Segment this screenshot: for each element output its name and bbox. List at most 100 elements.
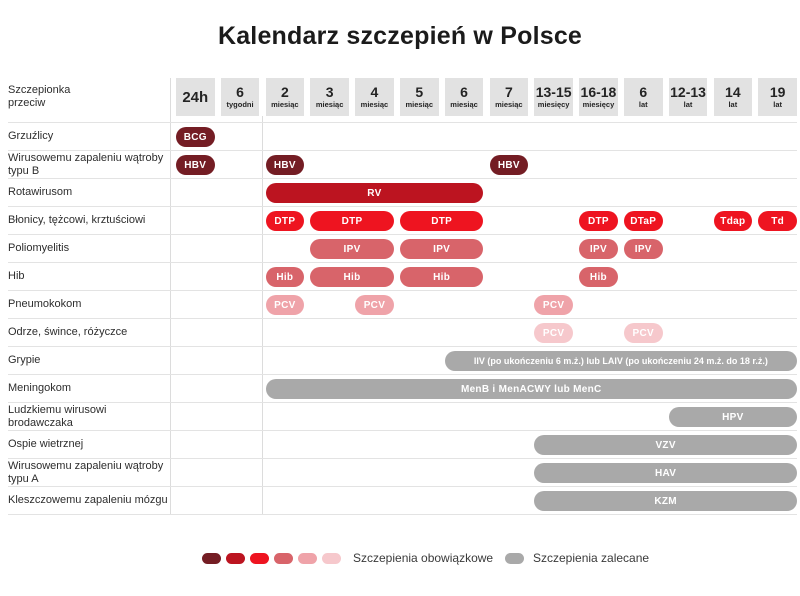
column-header-unit: miesiąc: [315, 100, 344, 109]
vaccine-chip-KZM: KZM: [534, 491, 797, 511]
vaccine-row: Wirusowemu zapaleniu wątroby typu A HAV: [8, 458, 797, 486]
vaccine-row: Ludzkiemu wirusowi brodawczaka HPV: [8, 402, 797, 430]
vaccine-row-label: Kleszczowemu zapaleniu mózgu: [8, 494, 168, 506]
vaccine-chip-HBV: HBV: [176, 155, 215, 175]
column-header-value: 5: [415, 84, 424, 100]
vaccine-chip-DTP: DTP: [265, 211, 305, 231]
vaccine-chip-Td: Td: [758, 211, 797, 231]
legend-swatch-s1: [202, 552, 221, 564]
legend-swatch-s6: [322, 552, 341, 564]
vaccine-row: Odrze, śwince, różyczce PCV PCV: [8, 318, 797, 346]
vaccine-row-label: Ludzkiemu wirusowi brodawczaka: [8, 403, 107, 429]
column-header-13-15-miesięcy: 13-15 miesięcy: [534, 78, 573, 116]
vaccine-chip-Hib: Hib: [310, 267, 394, 287]
column-header-unit: tygodni: [226, 100, 254, 109]
column-header-unit: miesięcy: [582, 100, 615, 109]
column-header-value: 6: [460, 84, 468, 100]
vaccine-row-label: Błonicy, tężcowi, krztuściowi: [8, 214, 146, 226]
vaccine-chip-HBV: HBV: [489, 155, 529, 175]
column-header-unit: miesiąc: [271, 100, 299, 109]
column-header-unit: miesiąc: [360, 100, 389, 109]
corner-label: Szczepionka przeciw: [8, 84, 70, 110]
legend-swatch-s2: [226, 552, 245, 564]
column-header-unit: miesięcy: [537, 100, 570, 109]
column-header-value: 13-15: [535, 84, 572, 100]
column-header-unit: lat: [728, 100, 738, 109]
column-header-value: 3: [325, 84, 334, 100]
column-header-5-miesiąc: 5 miesiąc: [400, 78, 439, 116]
corner-label-line1: Szczepionka: [8, 84, 71, 96]
vaccine-chip-IIV: IIV (po ukończeniu 6 m.ż.) lub LAIV (po …: [444, 351, 797, 371]
vaccine-chip-DTaP: DTaP: [624, 211, 663, 231]
vaccine-row-label: Ospie wietrznej: [8, 438, 84, 450]
column-header-value: 4: [370, 84, 379, 100]
vaccine-row-label: Meningokom: [8, 382, 71, 394]
vaccine-chip-HBV: HBV: [265, 155, 305, 175]
vaccine-row: Błonicy, tężcowi, krztuściowi DTP DTP DTP DT…: [8, 206, 797, 234]
vaccine-row-label: Grzuźlicy: [8, 130, 54, 142]
vaccine-chip-VZV: VZV: [534, 435, 797, 455]
vaccine-chip-PCV: PCV: [265, 295, 305, 315]
column-header-6-lat: 6 lat: [624, 78, 663, 116]
vaccine-chip-Hib: Hib: [265, 267, 305, 287]
column-header-value: 6: [236, 84, 244, 100]
vaccine-row-label: Grypie: [8, 354, 41, 366]
vaccine-row: Pneumokokom PCV PCV PCV: [8, 290, 797, 318]
vaccine-row-label: Odrze, śwince, różyczce: [8, 326, 128, 338]
vaccine-chip-IPV: IPV: [624, 239, 663, 259]
weeks-months-divider: [262, 116, 263, 514]
column-header-unit: lat: [773, 100, 783, 109]
column-header-6-tygodni: 6 tygodni: [220, 78, 260, 116]
vaccine-row: Grzuźlicy BCG: [8, 122, 797, 150]
column-header-value: 6: [639, 84, 648, 100]
column-header-value: 19: [769, 84, 786, 100]
schedule-rows: Grzuźlicy BCG Wirusowemu zapaleniu wątroby…: [8, 122, 797, 515]
legend-swatch-s3: [250, 552, 269, 564]
vaccine-row: Ospie wietrznej VZV: [8, 430, 797, 458]
column-header-unit: lat: [638, 100, 648, 109]
label-grid-divider: [170, 78, 171, 514]
column-header-19-lat: 19 lat: [758, 78, 797, 116]
vaccine-chip-Hib: Hib: [579, 267, 618, 287]
vaccine-chip-PCV: PCV: [355, 295, 394, 315]
vaccine-chip-BCG: BCG: [176, 127, 215, 147]
vaccine-row-label: Hib: [8, 270, 25, 282]
column-header-value: 7: [504, 84, 513, 100]
column-header-24h: 24h: [176, 78, 215, 116]
vaccine-chip-PCV: PCV: [534, 295, 573, 315]
vaccine-row-label: Wirusowemu zapaleniu wątroby typu A: [8, 459, 164, 485]
column-header-value: 14: [725, 84, 741, 100]
legend-mandatory-label: Szczepienia obowiązkowe: [353, 551, 494, 565]
column-header-value: 16-18: [580, 84, 617, 100]
column-header-4-miesiąc: 4 miesiąc: [355, 78, 394, 116]
column-header-unit: miesiąc: [495, 100, 523, 109]
vaccine-chip-DTP: DTP: [400, 211, 484, 231]
legend-swatch-s4: [274, 552, 293, 564]
vaccine-chip-Hib: Hib: [400, 267, 484, 287]
vaccine-row: Rotawirusom RV: [8, 178, 797, 206]
corner-label-line2: przeciw: [8, 97, 46, 109]
vaccine-chip-RV: RV: [265, 183, 484, 203]
vaccine-row: Grypie IIV (po ukończeniu 6 m.ż.) lub LAI…: [8, 346, 797, 374]
vaccine-row: Kleszczowemu zapaleniu mózgu KZM: [8, 486, 797, 514]
column-header-unit: miesiąc: [405, 100, 434, 109]
vaccine-row: Hib Hib Hib Hib Hib: [8, 262, 797, 290]
legend-swatch-s5: [298, 552, 317, 564]
column-header-unit: miesiąc: [450, 100, 478, 109]
legend-recommended: Szczepienia zalecane: [505, 551, 649, 565]
column-header-6-miesiąc: 6 miesiąc: [444, 78, 484, 116]
vaccine-chip-DTP: DTP: [310, 211, 394, 231]
vaccine-chip-PCV: PCV: [534, 323, 573, 343]
column-header-value: 24h: [182, 88, 209, 106]
legend-mandatory: Szczepienia obowiązkowe: [202, 551, 493, 565]
vaccine-row-label: Poliomyelitis: [8, 242, 70, 254]
page-title: Kalendarz szczepień w Polsce: [217, 22, 583, 50]
vaccine-row-label: Rotawirusom: [8, 186, 73, 198]
vaccine-chip-MenB: MenB i MenACWY lub MenC: [265, 379, 797, 399]
vaccine-chip-HPV: HPV: [668, 407, 797, 427]
vaccine-row: Meningokom MenB i MenACWY lub MenC: [8, 374, 797, 402]
column-header-value: 12-13: [670, 84, 706, 100]
legend-swatch-recommended: [505, 552, 524, 564]
legend-recommended-label: Szczepienia zalecane: [533, 551, 650, 565]
